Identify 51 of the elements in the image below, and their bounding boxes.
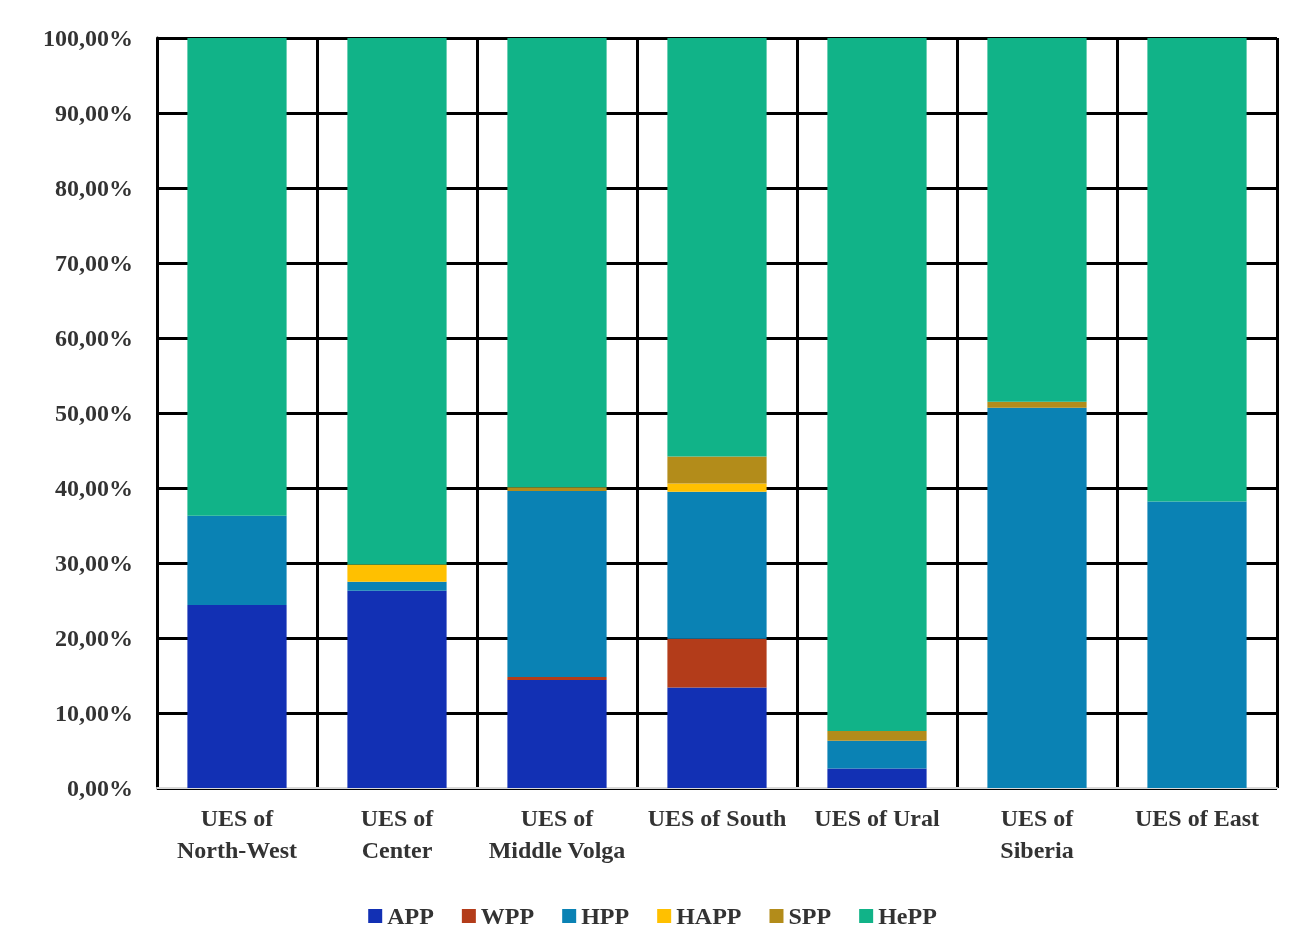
y-tick-label: 40,00% <box>55 475 133 501</box>
bar <box>1147 38 1247 502</box>
bar <box>667 687 767 788</box>
bar <box>347 590 447 788</box>
bar <box>347 581 447 591</box>
y-tick-label: 10,00% <box>55 700 133 726</box>
x-tick-label: UES of Ural <box>814 805 940 831</box>
bar <box>1147 501 1247 788</box>
legend-label: SPP <box>788 903 832 929</box>
bar <box>987 401 1087 408</box>
bar <box>827 731 927 741</box>
legend-label: WPP <box>480 903 535 929</box>
y-tick-label: 70,00% <box>55 250 133 276</box>
bar <box>347 38 447 565</box>
bar <box>827 768 927 788</box>
legend-label: HAPP <box>676 903 742 929</box>
legend-label: APP <box>387 903 434 929</box>
bar <box>987 38 1087 402</box>
bar <box>507 487 607 491</box>
y-tick-label: 80,00% <box>55 175 133 201</box>
legend-label: HePP <box>878 903 937 929</box>
bar <box>667 483 767 492</box>
x-tick-label: UES of Center <box>360 805 435 863</box>
bar <box>507 677 607 680</box>
x-tick-label: UES of South <box>647 805 787 831</box>
y-tick-label: 100,00% <box>43 25 133 51</box>
x-tick-label: UES of North-West <box>177 805 297 863</box>
legend-label: HPP <box>581 903 630 929</box>
y-tick-label: 30,00% <box>55 550 133 576</box>
x-tick-label: UES of East <box>1134 805 1260 831</box>
y-tick-label: 0,00% <box>67 775 133 801</box>
bar <box>667 456 767 484</box>
bar <box>667 38 767 457</box>
bar <box>187 38 287 516</box>
bar <box>507 491 607 677</box>
y-tick-label: 90,00% <box>55 100 133 126</box>
y-tick-label: 60,00% <box>55 325 133 351</box>
bar <box>987 407 1087 788</box>
bar <box>827 740 927 769</box>
x-tick-label: UES of Siberia <box>1000 805 1075 863</box>
bar <box>187 515 287 605</box>
bar <box>667 638 767 688</box>
bar <box>827 38 927 731</box>
x-tick-label: UES of Middle Volga <box>488 805 626 863</box>
y-tick-label: 50,00% <box>55 400 133 426</box>
bar <box>667 491 767 639</box>
bar <box>187 605 287 788</box>
bar <box>347 564 447 582</box>
bar <box>507 680 607 788</box>
bar <box>507 38 607 488</box>
y-tick-label: 20,00% <box>55 625 133 651</box>
